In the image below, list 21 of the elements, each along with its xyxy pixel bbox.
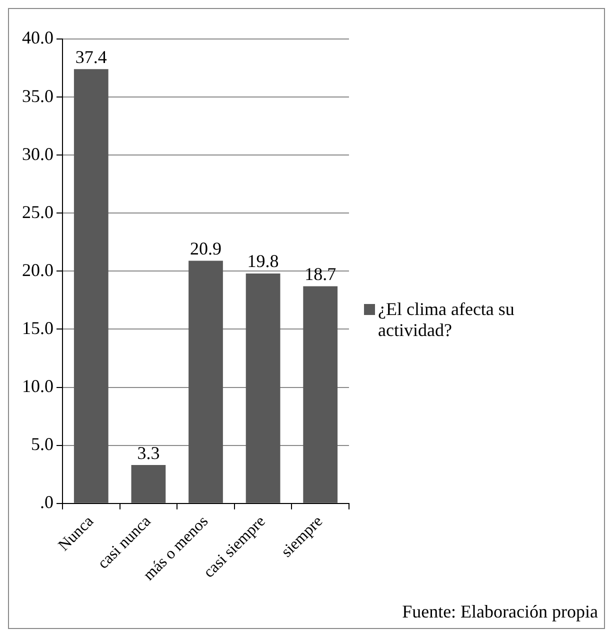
y-tick-label: 20.0 [22,260,54,280]
data-label: 18.7 [304,264,336,284]
data-label: 19.8 [247,251,279,272]
source-note: Fuente: Elaboración propia [402,602,598,622]
y-tick-label: 40.0 [22,28,54,48]
bar [131,465,166,503]
y-tick-label: 5.0 [31,434,54,454]
y-tick-label: 10.0 [22,376,54,396]
data-label: 37.4 [75,46,107,67]
y-tick-label: .0 [40,492,54,512]
bar [74,69,108,503]
bar [188,260,223,503]
bar [246,273,280,503]
y-tick-label: 30.0 [22,144,54,164]
legend-label: ¿El clima afecta su actividad? [378,299,516,341]
y-tick-label: 35.0 [22,86,54,106]
bar [303,286,338,503]
data-label: 3.3 [137,442,160,463]
y-tick-label: 25.0 [22,202,54,222]
y-tick-label: 15.0 [22,318,54,338]
data-label: 20.9 [190,238,222,258]
